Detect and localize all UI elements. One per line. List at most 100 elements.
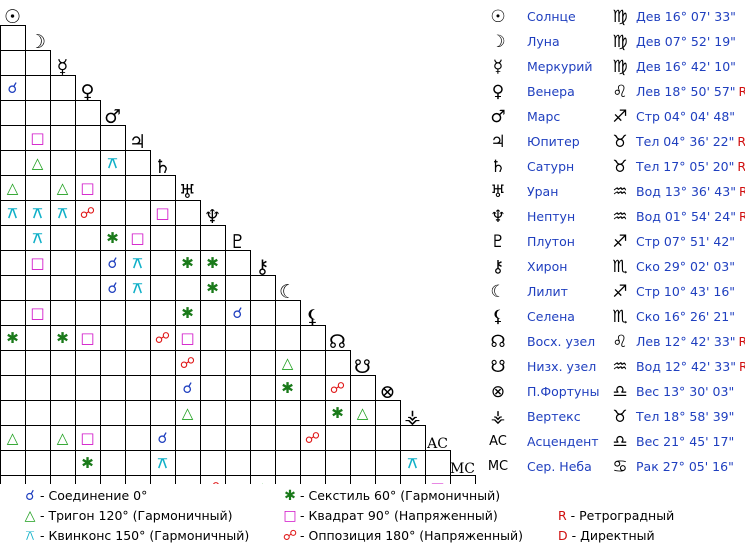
grid-cell — [350, 475, 376, 484]
planet-row: ⚷ Хирон ♏ Ско 29° 02' 03" — [485, 255, 745, 280]
grid-cell — [150, 475, 176, 484]
zodiac-position: Вес 13° 30' 03" — [636, 384, 735, 399]
zodiac-sign-icon: ♒ — [612, 207, 628, 227]
aspect-opposition-icon: ☍ — [155, 329, 170, 347]
zodiac-sign-icon: ♐ — [612, 232, 628, 252]
grid-cell — [25, 175, 51, 201]
grid-cell — [100, 225, 126, 251]
grid-cell — [125, 475, 151, 484]
grid-cell — [50, 450, 76, 476]
grid-cell — [75, 375, 101, 401]
zodiac-position: Тел 18° 58' 39" — [636, 409, 735, 424]
zodiac-sign-icon: ♍ — [612, 32, 628, 52]
aspect-conjunction-icon: ☌ — [107, 254, 117, 272]
grid-cell — [50, 475, 76, 484]
grid-cell — [250, 325, 276, 351]
planet-row: ☿ Меркурий ♍ Дев 16° 42' 10" — [485, 55, 745, 80]
grid-cell — [25, 75, 51, 101]
zodiac-sign-icon: ♌ — [612, 332, 628, 352]
grid-planet-symbol: ⊗ — [380, 381, 396, 403]
grid-planet-symbol: ⚶ — [404, 406, 420, 428]
legend-square-label: - Квадрат 90° (Напряженный) — [300, 508, 498, 523]
retrograde-flag: R — [738, 184, 745, 199]
aspect-sextile-icon: ✱ — [331, 404, 344, 422]
aspect-sextile-icon: ✱ — [6, 329, 19, 347]
aspect-conjunction-icon: ☌ — [157, 429, 167, 447]
grid-cell — [50, 400, 76, 426]
aspect-conjunction-icon: ☌ — [232, 304, 242, 322]
aspect-sextile-icon: ✱ — [206, 279, 219, 297]
aspect-sextile-icon: ✱ — [106, 229, 119, 247]
planet-name: Селена — [527, 309, 575, 324]
grid-cell — [125, 275, 151, 301]
aspect-trine-icon: △ — [57, 179, 69, 197]
grid-cell — [225, 475, 251, 484]
grid-cell — [125, 425, 151, 451]
grid-planet-symbol: ☾ — [279, 281, 296, 303]
aspect-trine-icon: △ — [32, 154, 44, 172]
aspect-square-icon: □ — [30, 129, 44, 147]
planet-name: Солнце — [527, 9, 576, 24]
grid-cell — [25, 250, 51, 276]
zodiac-sign-icon: ♐ — [612, 107, 628, 127]
grid-planet-symbol: ☋ — [354, 356, 371, 378]
grid-cell — [100, 275, 126, 301]
planet-name: Уран — [527, 184, 559, 199]
grid-cell — [225, 425, 251, 451]
grid-cell — [75, 450, 101, 476]
planet-row: ♀ Венера ♌ Лев 18° 50' 57" R — [485, 80, 745, 105]
grid-cell — [125, 350, 151, 376]
zodiac-position: Лев 12° 42' 33" R — [636, 334, 745, 349]
grid-cell — [175, 325, 201, 351]
retrograde-label: - Ретроградный — [566, 508, 675, 523]
diagonal-cell — [450, 475, 476, 484]
aspect-quincunx-icon: ⚻ — [33, 229, 43, 247]
planet-row: ☾ Лилит ♐ Стр 10° 43' 16" — [485, 280, 745, 305]
grid-cell — [100, 300, 126, 326]
aspect-square-icon: □ — [180, 329, 194, 347]
legend-opposition: ☍ - Оппозиция 180° (Напряженный) — [280, 528, 523, 544]
direct-label: - Директный — [567, 528, 655, 543]
grid-planet-symbol: ♅ — [179, 181, 196, 203]
grid-cell — [75, 225, 101, 251]
planet-name: Луна — [527, 34, 560, 49]
grid-cell — [300, 375, 326, 401]
grid-planet-symbol: ♀ — [81, 81, 95, 103]
grid-cell — [125, 200, 151, 226]
zodiac-sign-icon: ♎ — [612, 432, 628, 452]
zodiac-position: Рак 27° 05' 16" — [636, 459, 734, 474]
grid-cell — [275, 325, 301, 351]
planet-name: Сатурн — [527, 159, 575, 174]
legend-quincunx-label: - Квинконс 150° (Гармоничный) — [40, 528, 250, 543]
grid-cell — [75, 125, 101, 151]
planet-symbol-icon: ☽ — [490, 32, 506, 52]
zodiac-sign-icon: ♉ — [612, 407, 628, 427]
grid-cell — [50, 350, 76, 376]
aspect-square-icon: □ — [30, 304, 44, 322]
planet-symbol-icon: ♅ — [490, 182, 506, 202]
diagonal-cell — [150, 175, 176, 201]
planet-row: ♄ Сатурн ♉ Тел 17° 05' 20" R — [485, 155, 745, 180]
grid-cell — [250, 450, 276, 476]
grid-cell — [50, 150, 76, 176]
grid-cell — [175, 275, 201, 301]
planet-name: Лилит — [527, 284, 568, 299]
grid-cell — [275, 475, 301, 484]
aspect-trine-icon: △ — [282, 354, 294, 372]
planet-name: Восх. узел — [527, 334, 596, 349]
grid-planet-symbol: ☿ — [57, 56, 69, 78]
planet-row: ⚶ Вертекс ♉ Тел 18° 58' 39" — [485, 405, 745, 430]
grid-cell — [0, 150, 26, 176]
grid-cell — [50, 125, 76, 151]
diagonal-cell — [275, 300, 301, 326]
diagonal-cell — [225, 250, 251, 276]
zodiac-position: Дев 16° 42' 10" — [636, 59, 736, 74]
planet-name: Венера — [527, 84, 575, 99]
aspect-trine-icon: △ — [7, 179, 19, 197]
grid-cell — [225, 375, 251, 401]
zodiac-sign-icon: ♒ — [612, 182, 628, 202]
aspect-conjunction-icon: ☌ — [107, 279, 117, 297]
grid-cell — [100, 450, 126, 476]
grid-cell — [175, 225, 201, 251]
grid-cell — [0, 100, 26, 126]
